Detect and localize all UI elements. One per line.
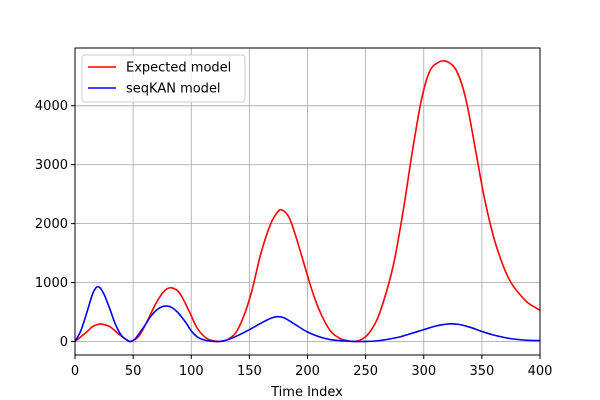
legend: Expected model seqKAN model — [81, 54, 246, 103]
legend-label: Expected model — [126, 61, 231, 76]
series-line-seqkan-model — [74, 285, 541, 343]
x-tick-label: 0 — [71, 364, 79, 379]
x-tick-label: 100 — [179, 364, 204, 379]
plot-series — [74, 60, 541, 343]
x-tick-label: 250 — [353, 364, 378, 379]
x-tick-label: 50 — [125, 364, 142, 379]
y-tick-label: 1000 — [35, 276, 68, 291]
y-tick-label: 4000 — [35, 99, 68, 114]
y-tick-label: 0 — [60, 335, 68, 350]
x-tick-label: 350 — [469, 364, 494, 379]
x-tick-label: 400 — [528, 364, 553, 379]
x-tick-label: 300 — [411, 364, 436, 379]
legend-box — [81, 54, 246, 103]
x-axis-label: Time Index — [270, 385, 343, 400]
y-tick-label: 3000 — [35, 158, 68, 173]
x-tick-label: 200 — [295, 364, 320, 379]
x-tick-label: 150 — [237, 364, 262, 379]
legend-label: seqKAN model — [126, 82, 221, 97]
y-tick-label: 2000 — [35, 217, 68, 232]
axis-ticks: 0 50 100 150 200 250 300 350 4000100020003000400… — [35, 99, 553, 379]
